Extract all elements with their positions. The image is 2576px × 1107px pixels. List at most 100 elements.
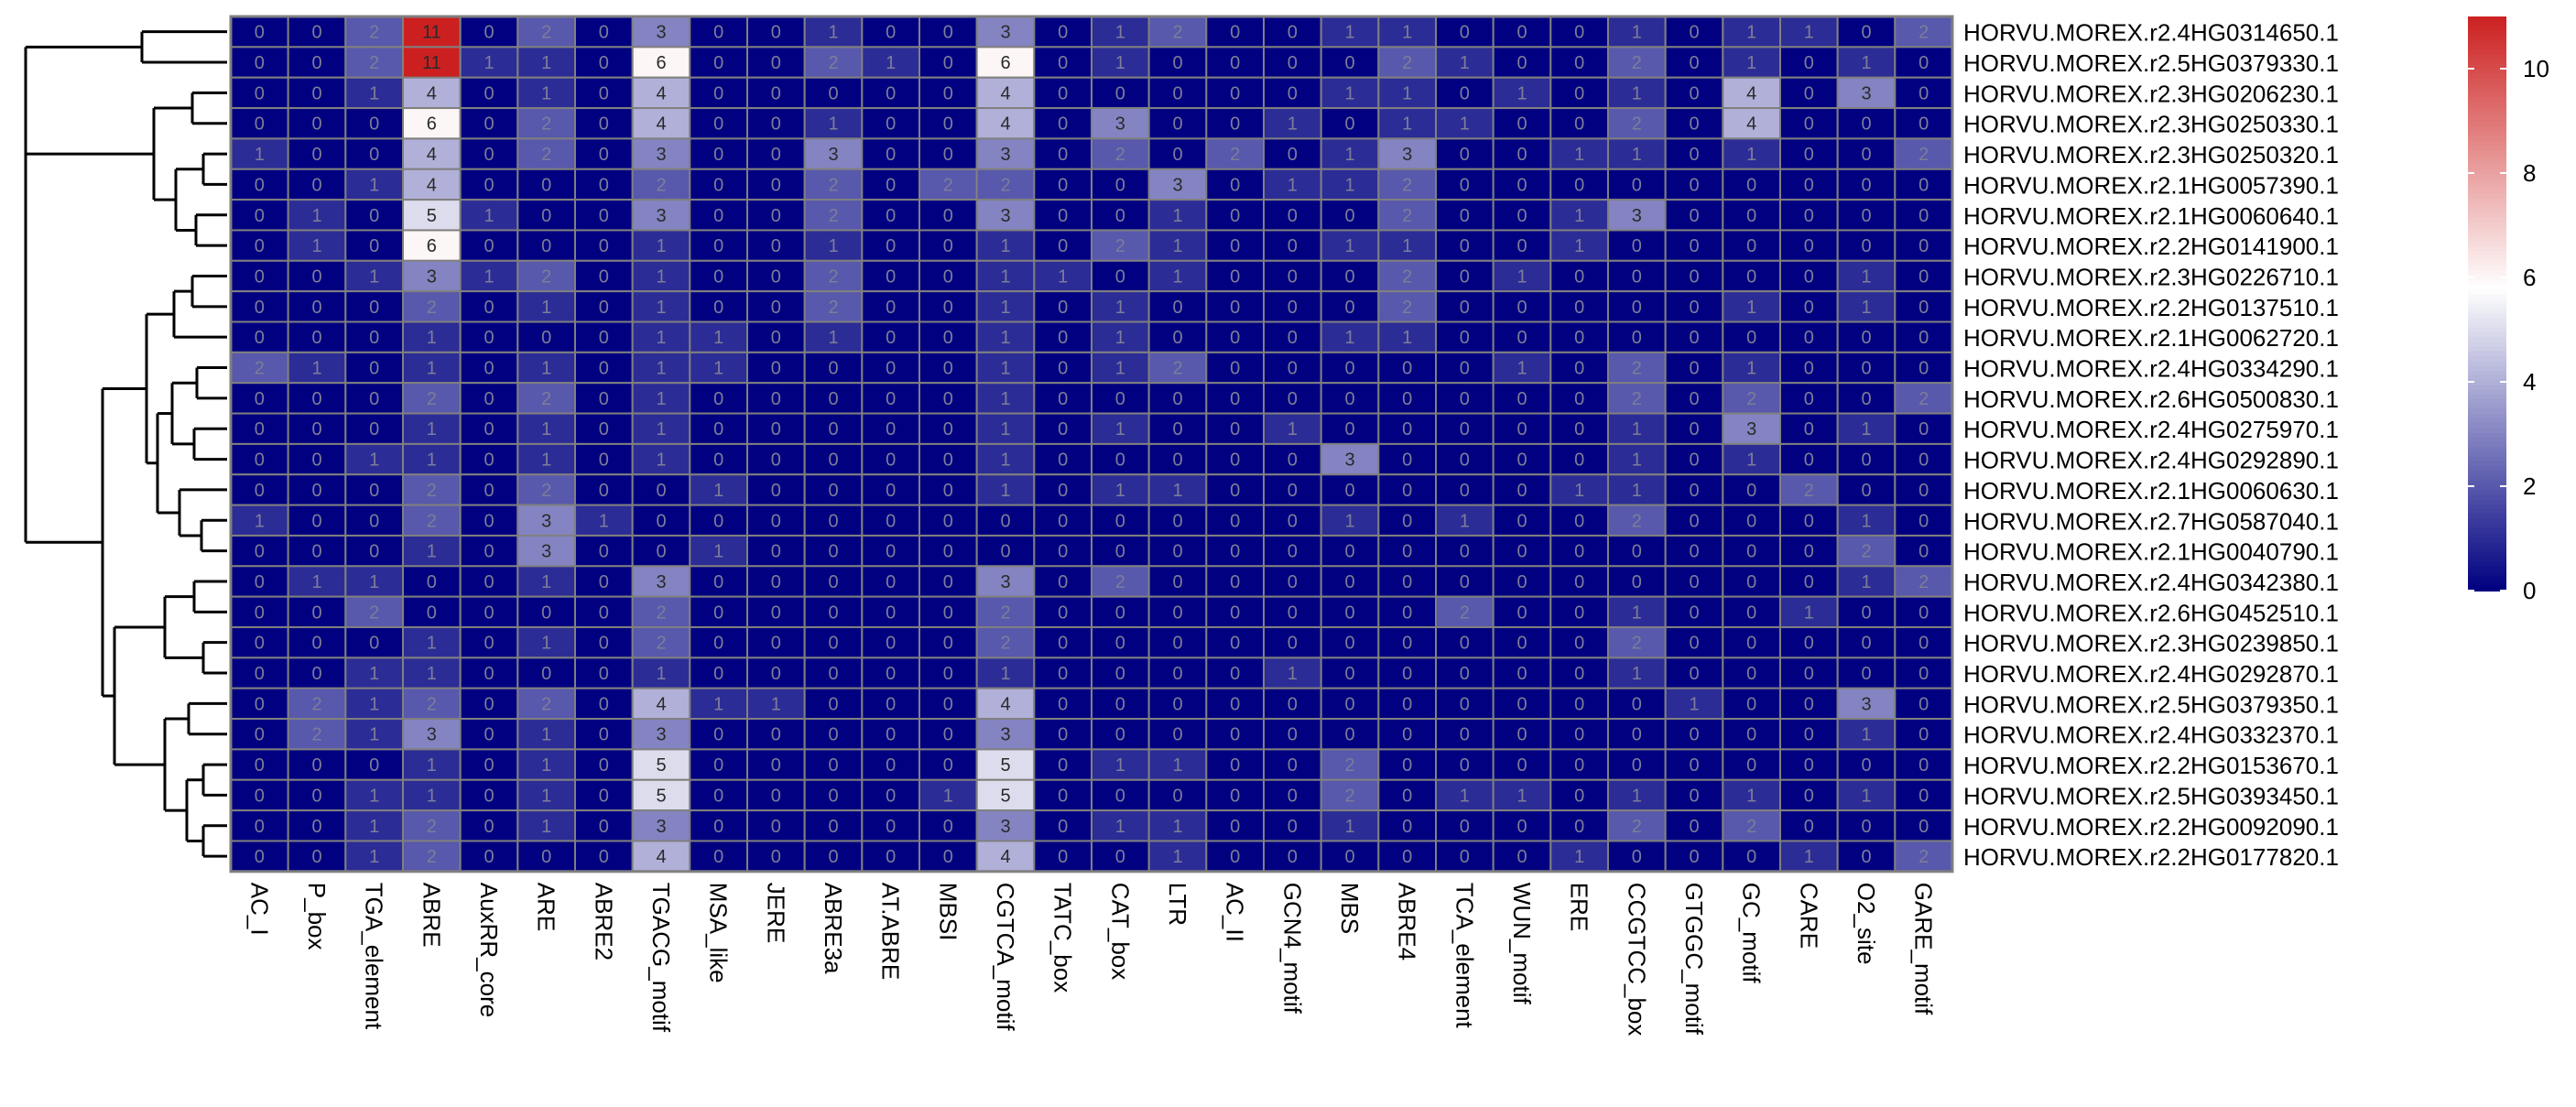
heatmap-cell (975, 229, 1036, 262)
cell-value: 0 (255, 23, 265, 43)
cell-value: 0 (1058, 359, 1068, 379)
cell-value: 1 (1804, 847, 1814, 867)
cell-value: 0 (1746, 328, 1756, 348)
heatmap-cell (1836, 199, 1897, 232)
row-label: HORVU.MOREX.r2.3HG0250330.1 (1963, 111, 2339, 138)
cell-value: 0 (1804, 725, 1814, 745)
column-labels: AC_I P_box TGA_element ABRE AuxRR_core ARE ABR… (245, 883, 1937, 1036)
cell-value: 3 (1746, 419, 1756, 440)
cell-value: 1 (1746, 53, 1756, 73)
cell-value: 0 (656, 481, 666, 501)
heatmap-cell (1147, 840, 1208, 873)
cell-value: 0 (255, 847, 265, 867)
cell-value: 0 (1172, 53, 1182, 73)
cell-value: 3 (1861, 694, 1871, 714)
heatmap-cell (975, 442, 1036, 476)
cell-value: 0 (943, 236, 953, 256)
cell-value: 0 (255, 266, 265, 287)
cell-value: 0 (1230, 266, 1240, 287)
cell-value: 0 (1230, 53, 1240, 73)
row-label: HORVU.MOREX.r2.5HG0379330.1 (1963, 49, 2339, 77)
heatmap-cell (230, 840, 289, 873)
cell-value: 1 (1344, 328, 1354, 348)
heatmap-cell (1435, 626, 1495, 659)
cell-value: 0 (828, 542, 838, 562)
cell-value: 0 (1861, 450, 1871, 471)
cell-value: 0 (1861, 206, 1871, 226)
cell-value: 0 (1402, 755, 1412, 776)
cell-value: 0 (886, 266, 896, 287)
heatmap-cell (631, 534, 691, 568)
cell-value: 0 (1344, 542, 1354, 562)
cell-value: 0 (484, 572, 494, 592)
cell-value: 1 (1172, 755, 1182, 776)
cell-value: 1 (1000, 664, 1010, 684)
cell-value: 1 (599, 511, 609, 531)
cell-value: 0 (1804, 634, 1814, 654)
cell-value: 0 (1689, 328, 1699, 348)
cell-value: 0 (886, 694, 896, 714)
cell-value: 1 (1288, 419, 1298, 440)
row-label: HORVU.MOREX.r2.2HG0092090.1 (1963, 813, 2339, 841)
cell-value: 0 (828, 572, 838, 592)
cell-value: 2 (1746, 389, 1756, 409)
cell-value: 0 (1344, 664, 1354, 684)
cell-value: 0 (886, 511, 896, 531)
column-label: AC_I (245, 883, 273, 936)
cell-value: 1 (255, 511, 265, 531)
cell-value: 2 (828, 298, 838, 318)
heatmap-cell (459, 840, 519, 873)
cell-value: 0 (828, 450, 838, 471)
cell-value: 0 (311, 175, 321, 195)
cell-value: 0 (1516, 847, 1527, 867)
cell-value: 0 (1804, 83, 1814, 103)
heatmap-cell (1320, 46, 1380, 79)
cell-value: 1 (1172, 236, 1182, 256)
cell-value: 0 (1746, 694, 1756, 714)
heatmap-cell (1607, 748, 1667, 781)
cell-value: 2 (1344, 786, 1354, 806)
heatmap-cell (1033, 442, 1093, 476)
cell-value: 0 (255, 602, 265, 623)
heatmap-cell (1607, 351, 1667, 385)
heatmap-cell (1377, 351, 1438, 385)
cell-value: 0 (1172, 328, 1182, 348)
column-label: AT.ABRE (877, 883, 905, 980)
heatmap-cell (746, 718, 806, 751)
cell-value: 0 (828, 419, 838, 440)
cell-value: 0 (484, 755, 494, 776)
heatmap-cell (1263, 46, 1322, 79)
cell-value: 1 (541, 786, 551, 806)
cell-value: 0 (1230, 236, 1240, 256)
cell-value: 0 (943, 23, 953, 43)
heatmap-cell (1492, 168, 1552, 201)
heatmap-cell (1549, 473, 1610, 506)
cell-value: 1 (1172, 266, 1182, 287)
row-label: HORVU.MOREX.r2.1HG0060630.1 (1963, 477, 2339, 505)
cell-value: 0 (1172, 602, 1182, 623)
cell-value: 0 (1230, 23, 1240, 43)
cell-value: 0 (1230, 817, 1240, 837)
heatmap-cell (516, 748, 576, 781)
cell-value: 0 (369, 114, 379, 135)
heatmap-cell (230, 412, 289, 445)
cell-value: 3 (656, 206, 666, 226)
cell-value: 0 (1058, 53, 1068, 73)
cell-value: 0 (1804, 664, 1814, 684)
heatmap-cell (1607, 809, 1667, 842)
cell-value: 1 (1115, 23, 1125, 43)
heatmap-cell (1549, 809, 1610, 842)
row-label: HORVU.MOREX.r2.3HG0239850.1 (1963, 630, 2339, 657)
cell-value: 0 (828, 847, 838, 867)
cell-value: 0 (1230, 602, 1240, 623)
cell-value: 11 (422, 53, 441, 73)
cell-value: 3 (1632, 206, 1642, 226)
cell-value: 0 (1861, 634, 1871, 654)
cell-value: 1 (1632, 83, 1642, 103)
cell-value: 0 (886, 236, 896, 256)
heatmap-cell (1033, 595, 1093, 629)
cell-value: 0 (1172, 542, 1182, 562)
cell-value: 0 (1574, 755, 1584, 776)
cell-value: 1 (713, 328, 723, 348)
cell-value: 0 (771, 114, 781, 135)
